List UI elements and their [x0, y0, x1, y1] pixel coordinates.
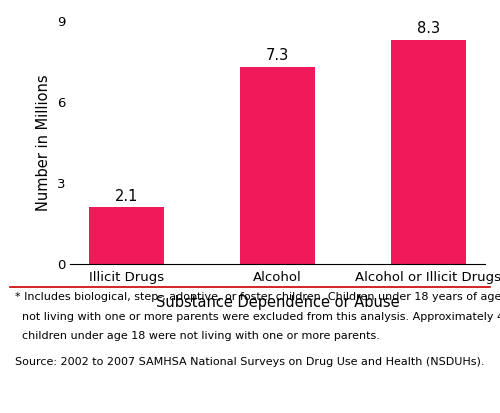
Text: 8.3: 8.3: [417, 21, 440, 36]
Text: 7.3: 7.3: [266, 48, 289, 64]
X-axis label: Substance Dependence or Abuse: Substance Dependence or Abuse: [156, 295, 400, 311]
Text: children under age 18 were not living with one or more parents.: children under age 18 were not living wi…: [15, 331, 380, 341]
Text: not living with one or more parents were excluded from this analysis. Approximat: not living with one or more parents were…: [15, 312, 500, 322]
Text: 2.1: 2.1: [115, 189, 138, 204]
Text: Source: 2002 to 2007 SAMHSA National Surveys on Drug Use and Health (NSDUHs).: Source: 2002 to 2007 SAMHSA National Sur…: [15, 357, 484, 367]
Text: * Includes biological, step-, adoptive, or foster children. Children under 18 ye: * Includes biological, step-, adoptive, …: [15, 292, 500, 302]
Y-axis label: Number in Millions: Number in Millions: [36, 74, 51, 211]
Bar: [390, 40, 466, 264]
Bar: [89, 207, 164, 264]
Bar: [240, 66, 315, 264]
